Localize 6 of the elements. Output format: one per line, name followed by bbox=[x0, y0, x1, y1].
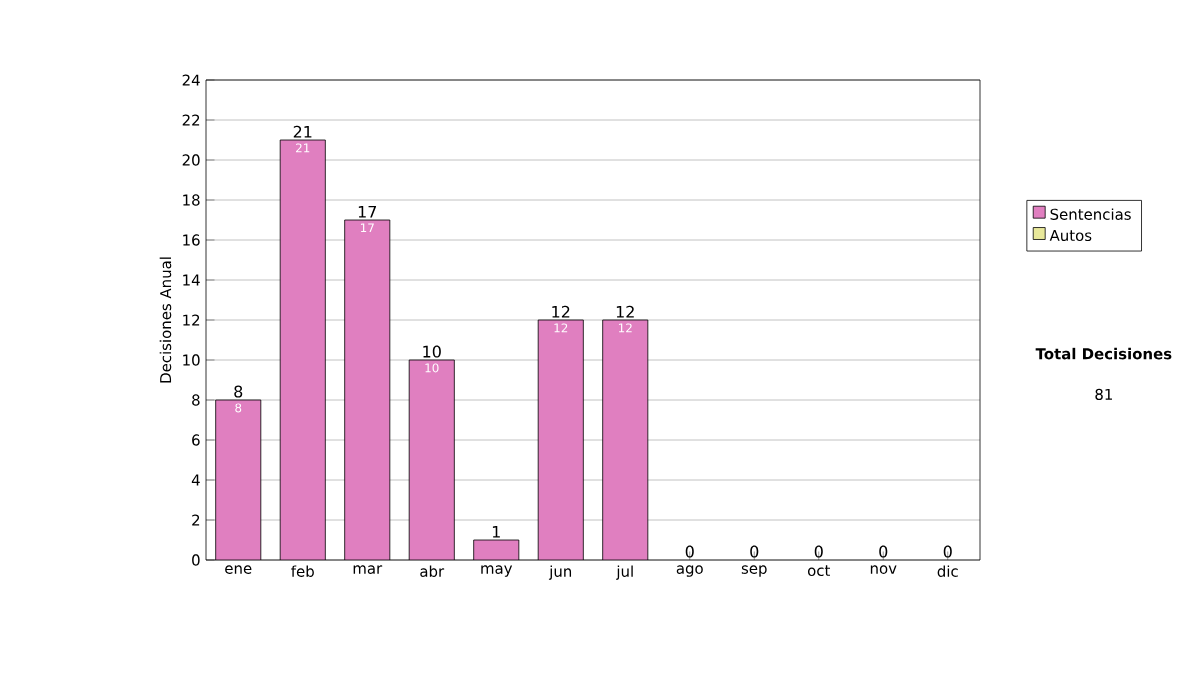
bar bbox=[279, 139, 326, 560]
bar bbox=[602, 319, 649, 560]
bar bbox=[537, 319, 584, 560]
bar bbox=[215, 399, 262, 560]
bar bbox=[408, 359, 455, 560]
bar bbox=[344, 219, 391, 560]
